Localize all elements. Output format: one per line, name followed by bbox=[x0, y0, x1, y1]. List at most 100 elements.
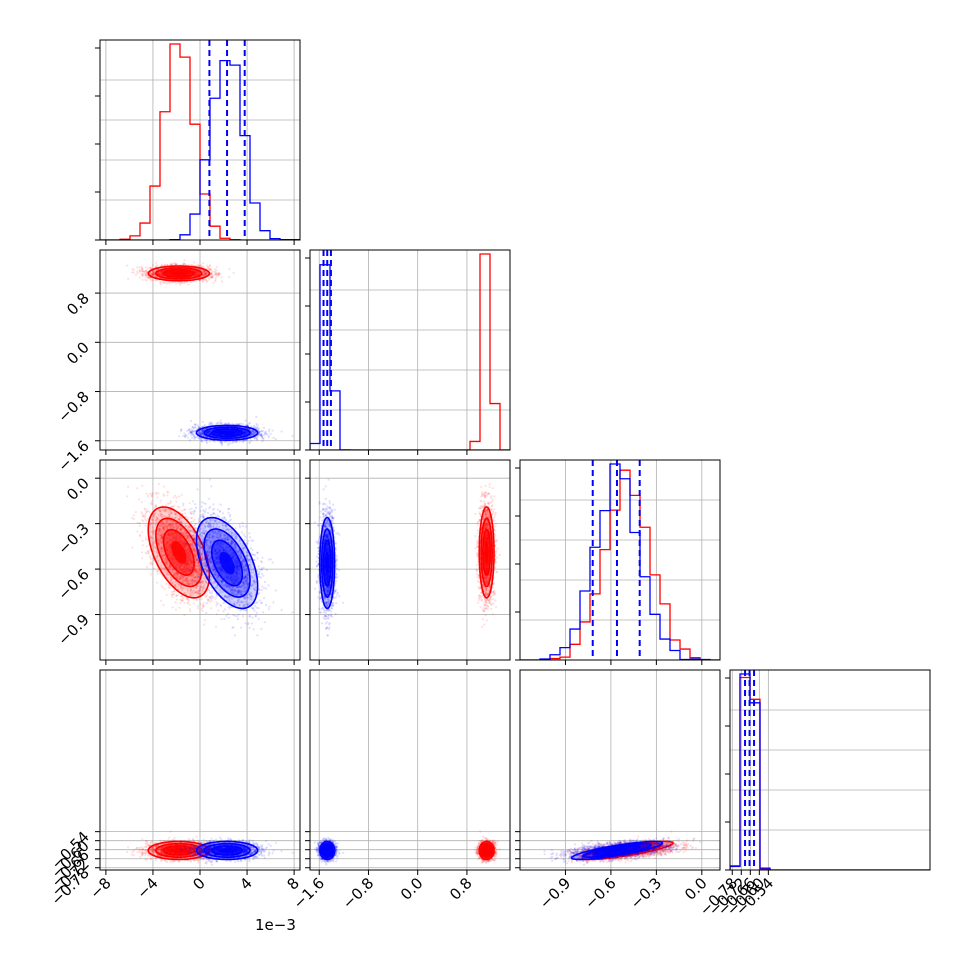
sample-point bbox=[186, 429, 189, 432]
sample-point bbox=[159, 283, 162, 286]
sample-point bbox=[169, 263, 172, 266]
sample-point bbox=[145, 566, 149, 569]
sample-point bbox=[151, 274, 154, 277]
sample-point bbox=[229, 442, 232, 445]
sample-point bbox=[199, 437, 202, 440]
sample-point bbox=[187, 272, 190, 275]
sample-point bbox=[261, 440, 264, 443]
sample-point bbox=[272, 436, 275, 439]
sample-point bbox=[190, 434, 193, 437]
panel-contents bbox=[310, 250, 510, 450]
sample-point bbox=[219, 272, 222, 275]
sample-point bbox=[211, 589, 214, 593]
sample-point bbox=[168, 272, 171, 275]
sample-point bbox=[186, 273, 189, 276]
sample-point bbox=[194, 270, 197, 273]
sample-point bbox=[256, 427, 259, 430]
sample-point bbox=[194, 271, 197, 274]
sample-point bbox=[136, 272, 139, 275]
sample-point bbox=[169, 273, 172, 276]
sample-point bbox=[160, 271, 163, 274]
sample-point bbox=[140, 272, 143, 276]
sample-point bbox=[214, 271, 217, 274]
sample-point bbox=[168, 272, 171, 275]
sample-point bbox=[189, 280, 192, 284]
sample-point bbox=[188, 502, 191, 505]
sample-point bbox=[195, 274, 198, 277]
sample-point bbox=[271, 429, 274, 432]
sample-point bbox=[291, 435, 294, 438]
sample-point bbox=[232, 272, 235, 275]
sample-point bbox=[195, 274, 198, 277]
sample-point bbox=[172, 496, 175, 499]
sample-point bbox=[189, 272, 192, 275]
sample-point bbox=[168, 270, 172, 274]
sample-point bbox=[206, 264, 209, 267]
sample-point bbox=[160, 271, 163, 274]
sample-point bbox=[140, 268, 143, 271]
sample-point bbox=[187, 283, 190, 286]
sample-point bbox=[185, 274, 188, 277]
sample-point bbox=[194, 272, 197, 275]
sample-point bbox=[168, 273, 171, 276]
sample-point bbox=[173, 261, 176, 265]
sample-point bbox=[136, 266, 139, 269]
sample-point bbox=[144, 278, 147, 281]
sample-point bbox=[209, 272, 213, 275]
sample-point bbox=[169, 272, 172, 275]
sample-point bbox=[201, 280, 204, 283]
sample-point bbox=[175, 262, 178, 265]
sample-point bbox=[145, 274, 148, 277]
sample-point bbox=[155, 261, 158, 264]
sample-point bbox=[211, 276, 214, 279]
sample-point bbox=[165, 282, 168, 285]
y-tick-label: −0.8 bbox=[54, 388, 92, 426]
sample-point bbox=[262, 426, 266, 429]
sample-point bbox=[160, 274, 163, 277]
sample-point bbox=[144, 266, 147, 269]
sample-point bbox=[141, 278, 144, 281]
sample-point bbox=[175, 496, 178, 499]
sample-point bbox=[159, 281, 162, 284]
sample-point bbox=[190, 263, 193, 266]
sample-point bbox=[138, 266, 141, 269]
sample-point bbox=[145, 519, 148, 522]
sample-point bbox=[263, 431, 266, 434]
sample-point bbox=[145, 279, 148, 282]
sample-point bbox=[200, 439, 204, 442]
sample-point bbox=[149, 277, 152, 280]
sample-point bbox=[182, 281, 185, 284]
panel-0-0 bbox=[95, 39, 301, 245]
sample-point bbox=[150, 273, 153, 276]
sample-point bbox=[163, 263, 166, 267]
sample-point bbox=[166, 271, 169, 274]
sample-point bbox=[255, 415, 258, 419]
sample-point bbox=[184, 274, 187, 277]
sample-point bbox=[157, 492, 160, 495]
sample-point bbox=[152, 279, 155, 282]
sample-point bbox=[151, 273, 154, 276]
sample-point bbox=[145, 271, 149, 274]
sample-point bbox=[204, 273, 207, 276]
sample-point bbox=[147, 267, 150, 270]
sample-point bbox=[187, 271, 190, 274]
sample-point bbox=[138, 524, 141, 527]
sample-point bbox=[209, 269, 213, 272]
sample-point bbox=[152, 273, 155, 276]
sample-point bbox=[193, 269, 196, 272]
sample-point bbox=[208, 278, 211, 281]
sample-point bbox=[153, 273, 156, 276]
sample-point bbox=[219, 419, 222, 422]
sample-point bbox=[187, 272, 190, 275]
sample-point bbox=[176, 281, 179, 284]
sample-point bbox=[238, 440, 241, 443]
sample-point bbox=[195, 271, 198, 274]
sample-point bbox=[149, 267, 152, 270]
sample-point bbox=[241, 423, 244, 426]
sample-point bbox=[210, 422, 213, 425]
sample-point bbox=[217, 274, 220, 277]
sample-point bbox=[175, 598, 178, 601]
sample-point bbox=[186, 272, 189, 275]
sample-point bbox=[167, 272, 170, 275]
sample-point bbox=[274, 438, 277, 441]
